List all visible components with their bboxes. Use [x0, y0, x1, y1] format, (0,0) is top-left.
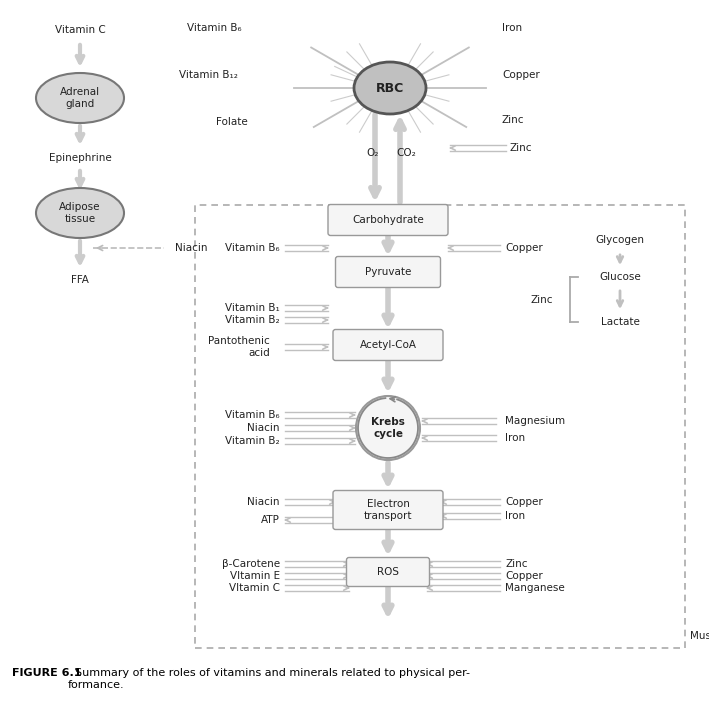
Text: Lactate: Lactate — [601, 317, 640, 327]
Text: ATP: ATP — [261, 515, 280, 525]
Text: ROS: ROS — [377, 567, 399, 577]
Text: Niacin: Niacin — [175, 243, 208, 253]
Text: Copper: Copper — [505, 243, 543, 253]
Text: Copper: Copper — [505, 497, 543, 507]
Text: Pantothenic: Pantothenic — [208, 336, 270, 346]
Text: Glucose: Glucose — [599, 272, 641, 282]
Text: Zinc: Zinc — [505, 559, 527, 569]
Text: Manganese: Manganese — [505, 583, 565, 593]
Text: VItamin C: VItamin C — [229, 583, 280, 593]
Text: RBC: RBC — [376, 81, 404, 94]
Text: O₂: O₂ — [367, 148, 379, 158]
Text: VItamin E: VItamin E — [230, 571, 280, 581]
Text: Adipose
tissue: Adipose tissue — [60, 202, 101, 224]
Text: Adrenal
gland: Adrenal gland — [60, 87, 100, 109]
Text: Magnesium: Magnesium — [505, 416, 565, 426]
Text: Folate: Folate — [216, 117, 248, 127]
Text: Epinephrine: Epinephrine — [49, 153, 111, 163]
Text: Summary of the roles of vitamins and minerals related to physical per-
formance.: Summary of the roles of vitamins and min… — [68, 668, 470, 690]
Text: Zinc: Zinc — [502, 115, 525, 125]
Text: Acetyl-CoA: Acetyl-CoA — [359, 340, 416, 350]
Text: Vitamin B₂: Vitamin B₂ — [225, 436, 280, 446]
Bar — [195, 205, 685, 648]
Text: Muscle: Muscle — [690, 631, 709, 641]
Text: Copper: Copper — [502, 70, 540, 80]
Text: β-Carotene: β-Carotene — [222, 559, 280, 569]
Text: Iron: Iron — [502, 23, 522, 33]
FancyBboxPatch shape — [347, 557, 430, 587]
Text: FFA: FFA — [71, 275, 89, 285]
Text: Zinc: Zinc — [510, 143, 532, 153]
FancyBboxPatch shape — [333, 329, 443, 360]
Text: CO₂: CO₂ — [396, 148, 416, 158]
FancyBboxPatch shape — [335, 257, 440, 288]
FancyBboxPatch shape — [333, 490, 443, 529]
Text: Zinc: Zinc — [530, 295, 553, 305]
Text: Vitamin C: Vitamin C — [55, 25, 106, 35]
Text: Vitamin B₆: Vitamin B₆ — [225, 243, 280, 253]
Text: Iron: Iron — [505, 433, 525, 443]
Text: Vitamin B₂: Vitamin B₂ — [225, 315, 280, 325]
Text: Iron: Iron — [505, 511, 525, 521]
Text: Niacin: Niacin — [247, 423, 280, 433]
Ellipse shape — [354, 62, 426, 114]
Text: Pyruvate: Pyruvate — [365, 267, 411, 277]
Text: Vitamin B₆: Vitamin B₆ — [225, 410, 280, 420]
Text: Krebs
cycle: Krebs cycle — [371, 417, 405, 439]
Text: Copper: Copper — [505, 571, 543, 581]
Circle shape — [356, 396, 420, 460]
Text: Carbohydrate: Carbohydrate — [352, 215, 424, 225]
Text: Electron
transport: Electron transport — [364, 499, 412, 521]
Text: acid: acid — [248, 348, 270, 358]
Text: Glycogen: Glycogen — [596, 235, 644, 245]
Text: Vitamin B₆: Vitamin B₆ — [187, 23, 242, 33]
FancyBboxPatch shape — [328, 204, 448, 236]
Text: FIGURE 6.1: FIGURE 6.1 — [12, 668, 82, 678]
Text: Vitamin B₁: Vitamin B₁ — [225, 303, 280, 313]
Ellipse shape — [36, 73, 124, 123]
Ellipse shape — [36, 188, 124, 238]
Text: Vitamin B₁₂: Vitamin B₁₂ — [179, 70, 238, 80]
Text: Niacin: Niacin — [247, 497, 280, 507]
